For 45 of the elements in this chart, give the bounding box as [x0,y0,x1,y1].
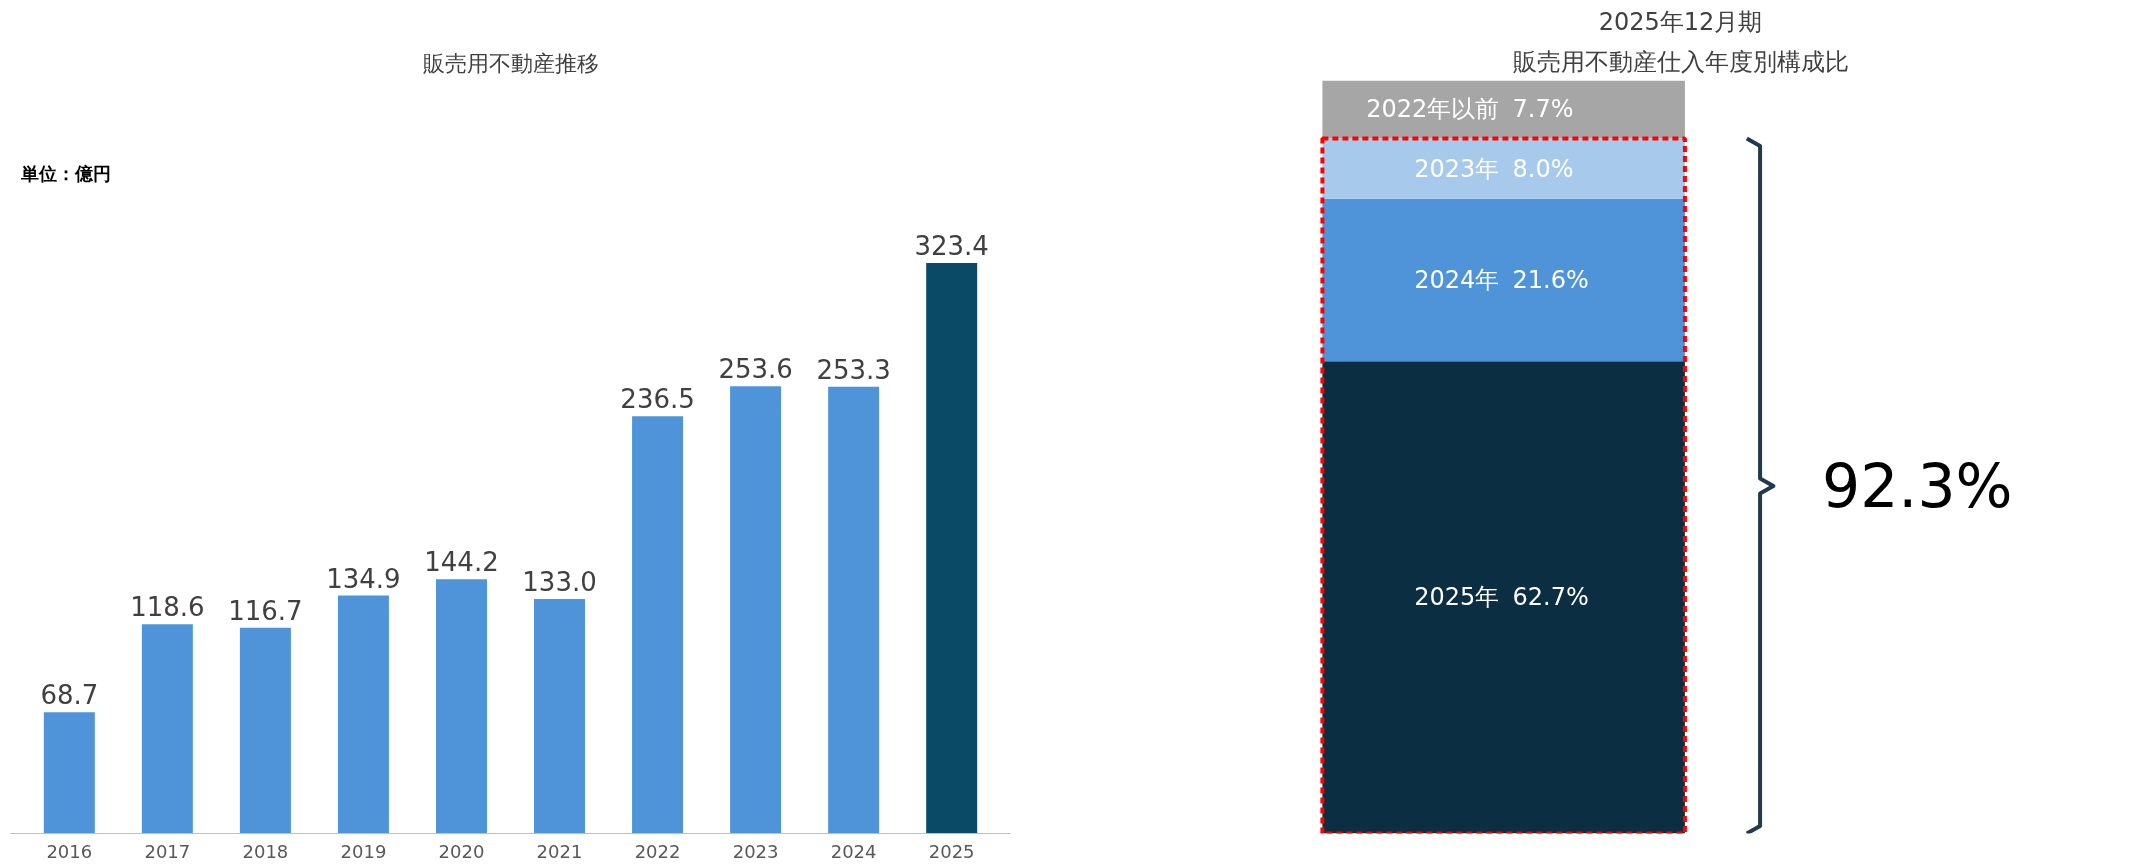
data-label: 21.6% [1512,266,1589,295]
series-label: 2025年 [1414,583,1500,612]
x-tick-label: 2021 [536,840,583,862]
bar [534,598,586,834]
series-label: 2022年以前 [1366,95,1500,124]
bar [926,263,978,834]
data-label: 323.4 [914,231,989,262]
bar [239,627,291,834]
bar [141,624,193,834]
data-label: 253.6 [718,354,793,385]
data-label: 116.7 [228,595,303,626]
bar [632,416,684,834]
data-label: 144.2 [424,547,499,578]
data-label: 62.7% [1512,583,1589,612]
bar [43,712,95,834]
chart-title: 販売用不動産推移 [422,50,599,76]
x-tick-label: 2025 [928,840,975,862]
text: 92.3% [1821,450,2013,521]
data-label: 68.7 [40,680,99,711]
x-tick-label: 2020 [438,840,485,862]
x-tick-label: 2022 [634,840,681,862]
bar [1322,198,1685,362]
x-tick-label: 2016 [46,840,93,862]
chart-title: 2025年12月期 [1598,7,1763,36]
bar [435,579,487,834]
data-label: 7.7% [1512,95,1574,124]
series-label: 2023年 [1414,154,1500,183]
series-label: 2024年 [1414,266,1500,295]
bar [1322,138,1685,199]
bar [337,595,389,834]
data-label: 133.0 [522,566,597,597]
x-tick-label: 2018 [242,840,289,862]
data-label: 118.6 [130,592,205,623]
data-label: 253.3 [816,354,891,385]
x-tick-label: 2024 [830,840,877,862]
data-label: 8.0% [1512,154,1574,183]
data-label: 236.5 [620,384,695,415]
data-label: 134.9 [326,563,401,594]
bar [730,386,782,834]
x-tick-label: 2023 [732,840,779,862]
bar [828,386,880,834]
x-tick-label: 2017 [144,840,191,862]
x-tick-label: 2019 [340,840,387,862]
chart-subtitle: 販売用不動産仕入年度別構成比 [1512,47,1849,76]
text: 単位：億円 [19,162,111,184]
